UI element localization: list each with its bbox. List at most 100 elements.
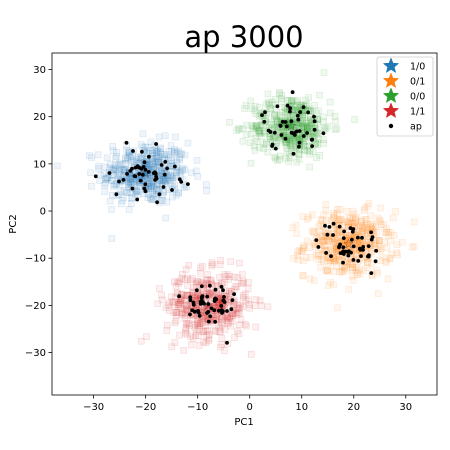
cluster-point	[122, 166, 130, 173]
cluster-point	[152, 146, 160, 154]
cluster-point	[381, 228, 389, 236]
cluster-point	[352, 264, 360, 271]
x-tick-label: 20	[347, 402, 360, 413]
cluster-point	[206, 276, 214, 284]
cluster-point	[306, 150, 314, 158]
ap-point	[173, 164, 177, 169]
cluster-point	[252, 296, 260, 303]
cluster-point	[306, 275, 314, 283]
cluster-point	[298, 123, 306, 131]
ap-point	[205, 294, 210, 299]
cluster-point	[286, 140, 294, 147]
ap-point	[230, 298, 235, 302]
cluster-point	[278, 98, 285, 105]
cluster-point	[148, 183, 155, 190]
ap-point	[140, 172, 145, 177]
cluster-point	[386, 254, 393, 262]
cluster-point	[319, 118, 327, 125]
cluster-point	[298, 247, 306, 255]
cluster-point	[237, 316, 245, 324]
cluster-point	[320, 140, 327, 147]
cluster-point	[181, 166, 189, 174]
cluster-point	[103, 175, 110, 183]
cluster-point	[319, 238, 327, 245]
cluster-point	[108, 235, 116, 242]
cluster-point	[206, 289, 214, 297]
cluster-point	[266, 120, 273, 128]
cluster-point	[258, 121, 265, 129]
ap-point	[213, 287, 218, 292]
cluster-point	[202, 321, 209, 329]
cluster-point	[309, 148, 317, 155]
x-tick-label: 30	[399, 402, 412, 413]
cluster-point	[267, 121, 275, 128]
y-tick-label: 30	[33, 65, 46, 76]
cluster-point	[346, 260, 353, 267]
cluster-point	[287, 142, 294, 149]
cluster-point	[243, 121, 250, 129]
cluster-point	[367, 223, 374, 231]
cluster-point	[212, 312, 220, 320]
cluster-point	[320, 247, 328, 254]
cluster-point	[108, 166, 116, 174]
cluster-point	[230, 298, 238, 306]
cluster-point	[329, 241, 337, 249]
cluster-point	[174, 300, 182, 308]
cluster-point	[225, 319, 232, 326]
cluster-point	[306, 244, 313, 251]
cluster-point	[389, 214, 397, 222]
y-tick-label: −30	[25, 348, 46, 359]
cluster-point	[154, 300, 161, 308]
cluster-point	[169, 193, 176, 201]
cluster-point	[190, 284, 198, 291]
ap-point	[338, 251, 343, 256]
cluster-point	[308, 227, 316, 235]
cluster-point	[311, 241, 319, 249]
cluster-point	[199, 319, 206, 327]
cluster-point	[273, 139, 280, 147]
cluster-point	[372, 239, 379, 247]
cluster-point	[352, 215, 360, 223]
cluster-point	[250, 142, 258, 150]
cluster-point	[315, 135, 323, 143]
cluster-point	[236, 304, 243, 312]
cluster-point	[382, 259, 390, 266]
cluster-point	[274, 118, 282, 125]
cluster-point	[252, 110, 260, 118]
ap-point	[142, 160, 147, 165]
cluster-point	[195, 332, 203, 339]
cluster-point	[54, 162, 61, 170]
cluster-point	[314, 141, 322, 149]
cluster-point	[192, 295, 200, 303]
cluster-point	[239, 271, 246, 278]
cluster-point	[336, 268, 344, 276]
cluster-point	[111, 164, 119, 172]
cluster-point	[253, 124, 260, 132]
cluster-point	[116, 169, 123, 176]
cluster-point	[330, 281, 337, 289]
cluster-point	[208, 289, 216, 297]
cluster-point	[234, 309, 242, 316]
cluster-point	[314, 235, 322, 242]
cluster-point	[112, 155, 119, 163]
cluster-point	[312, 140, 319, 148]
cluster-point	[367, 212, 375, 219]
ap-point	[347, 249, 351, 254]
cluster-point	[166, 176, 173, 184]
cluster-point	[325, 237, 332, 244]
cluster-point	[335, 256, 343, 264]
cluster-point	[192, 297, 199, 304]
ap-point	[323, 223, 327, 228]
cluster-point	[153, 149, 160, 156]
cluster-point	[167, 293, 175, 301]
cluster-point	[349, 219, 356, 227]
ap-point	[341, 245, 346, 250]
cluster-point	[146, 161, 153, 168]
cluster-point	[354, 225, 362, 233]
x-tick-label: −30	[83, 402, 104, 413]
cluster-point	[326, 238, 333, 245]
cluster-point	[149, 160, 156, 167]
ap-point	[369, 237, 374, 242]
cluster-point	[251, 103, 259, 110]
cluster-point	[236, 310, 243, 318]
